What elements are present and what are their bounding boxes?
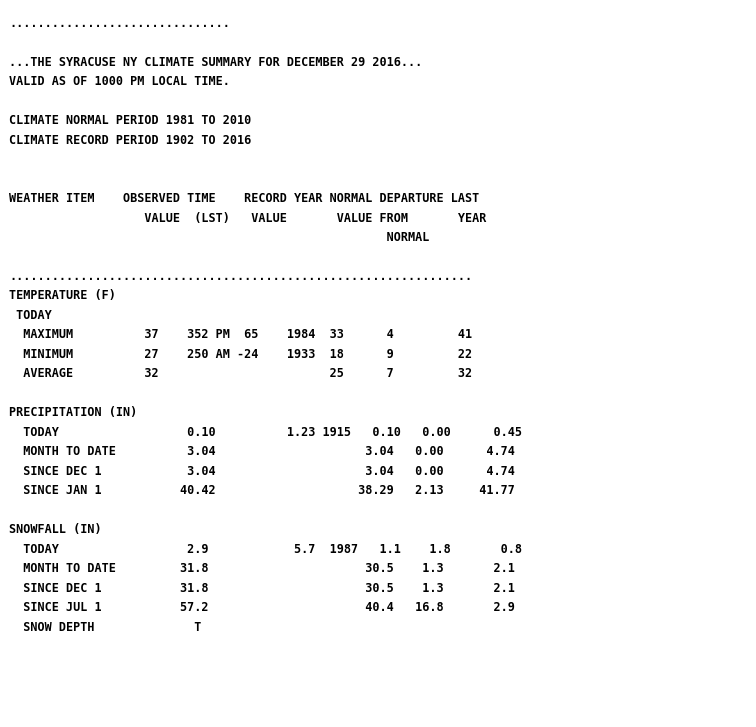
Text: VALID AS OF 1000 PM LOCAL TIME.: VALID AS OF 1000 PM LOCAL TIME. xyxy=(9,75,230,88)
Text: ...THE SYRACUSE NY CLIMATE SUMMARY FOR DECEMBER 29 2016...: ...THE SYRACUSE NY CLIMATE SUMMARY FOR D… xyxy=(9,56,423,68)
Text: MAXIMUM          37    352 PM  65    1984  33      4         41: MAXIMUM 37 352 PM 65 1984 33 4 41 xyxy=(9,329,472,342)
Text: SINCE DEC 1            3.04                     3.04   0.00      4.74: SINCE DEC 1 3.04 3.04 0.00 4.74 xyxy=(9,465,515,478)
Text: TEMPERATURE (F): TEMPERATURE (F) xyxy=(9,289,116,302)
Text: SINCE JUL 1           57.2                      40.4   16.8       2.9: SINCE JUL 1 57.2 40.4 16.8 2.9 xyxy=(9,601,515,614)
Text: SNOWFALL (IN): SNOWFALL (IN) xyxy=(9,523,102,537)
Text: NORMAL: NORMAL xyxy=(9,231,429,244)
Text: CLIMATE NORMAL PERIOD 1981 TO 2010: CLIMATE NORMAL PERIOD 1981 TO 2010 xyxy=(9,114,251,127)
Text: SINCE DEC 1           31.8                      30.5    1.3       2.1: SINCE DEC 1 31.8 30.5 1.3 2.1 xyxy=(9,582,515,595)
Text: MONTH TO DATE         31.8                      30.5    1.3       2.1: MONTH TO DATE 31.8 30.5 1.3 2.1 xyxy=(9,562,515,575)
Text: .................................................................: ........................................… xyxy=(9,270,472,283)
Text: VALUE  (LST)   VALUE       VALUE FROM       YEAR: VALUE (LST) VALUE VALUE FROM YEAR xyxy=(9,212,486,225)
Text: ...............................: ............................... xyxy=(9,17,230,30)
Text: MINIMUM          27    250 AM -24    1933  18      9         22: MINIMUM 27 250 AM -24 1933 18 9 22 xyxy=(9,348,472,361)
Text: SINCE JAN 1           40.42                    38.29   2.13     41.77: SINCE JAN 1 40.42 38.29 2.13 41.77 xyxy=(9,484,515,497)
Text: TODAY                  2.9            5.7  1987   1.1    1.8       0.8: TODAY 2.9 5.7 1987 1.1 1.8 0.8 xyxy=(9,543,522,555)
Text: MONTH TO DATE          3.04                     3.04   0.00      4.74: MONTH TO DATE 3.04 3.04 0.00 4.74 xyxy=(9,446,515,458)
Text: WEATHER ITEM    OBSERVED TIME    RECORD YEAR NORMAL DEPARTURE LAST: WEATHER ITEM OBSERVED TIME RECORD YEAR N… xyxy=(9,192,479,205)
Text: SNOW DEPTH              T: SNOW DEPTH T xyxy=(9,621,201,634)
Text: PRECIPITATION (IN): PRECIPITATION (IN) xyxy=(9,406,138,419)
Text: TODAY: TODAY xyxy=(9,309,52,322)
Text: TODAY                  0.10          1.23 1915   0.10   0.00      0.45: TODAY 0.10 1.23 1915 0.10 0.00 0.45 xyxy=(9,426,522,439)
Text: CLIMATE RECORD PERIOD 1902 TO 2016: CLIMATE RECORD PERIOD 1902 TO 2016 xyxy=(9,134,251,147)
Text: AVERAGE          32                        25      7         32: AVERAGE 32 25 7 32 xyxy=(9,367,472,380)
